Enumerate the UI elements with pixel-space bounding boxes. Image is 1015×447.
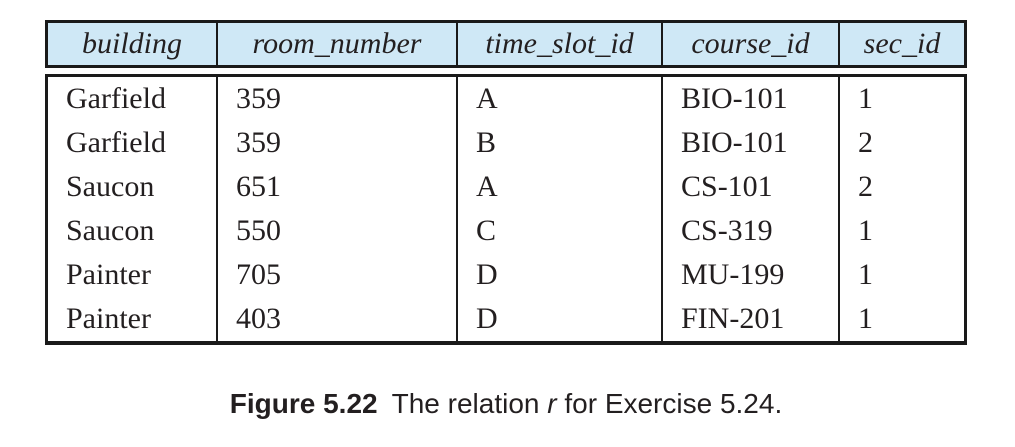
cell-time-slot-id: B [456,121,661,165]
cell-building: Painter [66,302,151,335]
cell-room-number: 705 [216,253,456,297]
cell-time-slot-id: D [456,253,661,297]
cell-room-number: 359 [216,121,456,165]
cell-building: Painter [66,258,151,291]
cell-sec-id: 1 [838,253,964,297]
column-header-time-slot-id: time_slot_id [456,23,661,65]
relation-table: building room_number time_slot_id course… [45,20,967,345]
table-body: Garfield 359 A BIO-101 1 Garfield 359 B … [45,74,967,345]
relation-name: r [547,388,557,419]
cell-room-number: 359 [216,77,456,121]
table-row: Saucon 550 C CS-319 1 [48,209,964,253]
cell-time-slot-id: A [456,165,661,209]
column-header-sec-id: sec_id [838,23,964,65]
cell-sec-id: 1 [838,209,964,253]
column-header-building: building [81,27,182,60]
cell-sec-id: 2 [838,165,964,209]
figure-caption: Figure 5.22 The relation r for Exercise 5… [45,388,967,420]
cell-building: Saucon [66,170,155,203]
cell-building: Saucon [66,214,155,247]
caption-text-after: for Exercise 5.24. [556,388,783,419]
cell-sec-id: 2 [838,121,964,165]
table-header-row: building room_number time_slot_id course… [45,20,967,68]
column-header-room-number: room_number [216,23,456,65]
table-row: Saucon 651 A CS-101 2 [48,165,964,209]
cell-building: Garfield [66,126,166,159]
cell-room-number: 403 [216,297,456,341]
cell-course-id: CS-101 [661,165,838,209]
cell-course-id: FIN-201 [661,297,838,341]
table-row: Painter 403 D FIN-201 1 [48,297,964,341]
figure-label: Figure 5.22 [229,388,378,419]
cell-time-slot-id: C [456,209,661,253]
column-header-course-id: course_id [661,23,838,65]
cell-time-slot-id: D [456,297,661,341]
caption-text-before: The relation [391,388,548,419]
cell-course-id: BIO-101 [661,121,838,165]
cell-building: Garfield [66,82,166,115]
cell-course-id: CS-319 [661,209,838,253]
table-row: Garfield 359 A BIO-101 1 [48,77,964,121]
cell-sec-id: 1 [838,77,964,121]
cell-room-number: 550 [216,209,456,253]
table-row: Painter 705 D MU-199 1 [48,253,964,297]
cell-room-number: 651 [216,165,456,209]
cell-time-slot-id: A [456,77,661,121]
table-row: Garfield 359 B BIO-101 2 [48,121,964,165]
cell-course-id: MU-199 [661,253,838,297]
cell-course-id: BIO-101 [661,77,838,121]
cell-sec-id: 1 [838,297,964,341]
